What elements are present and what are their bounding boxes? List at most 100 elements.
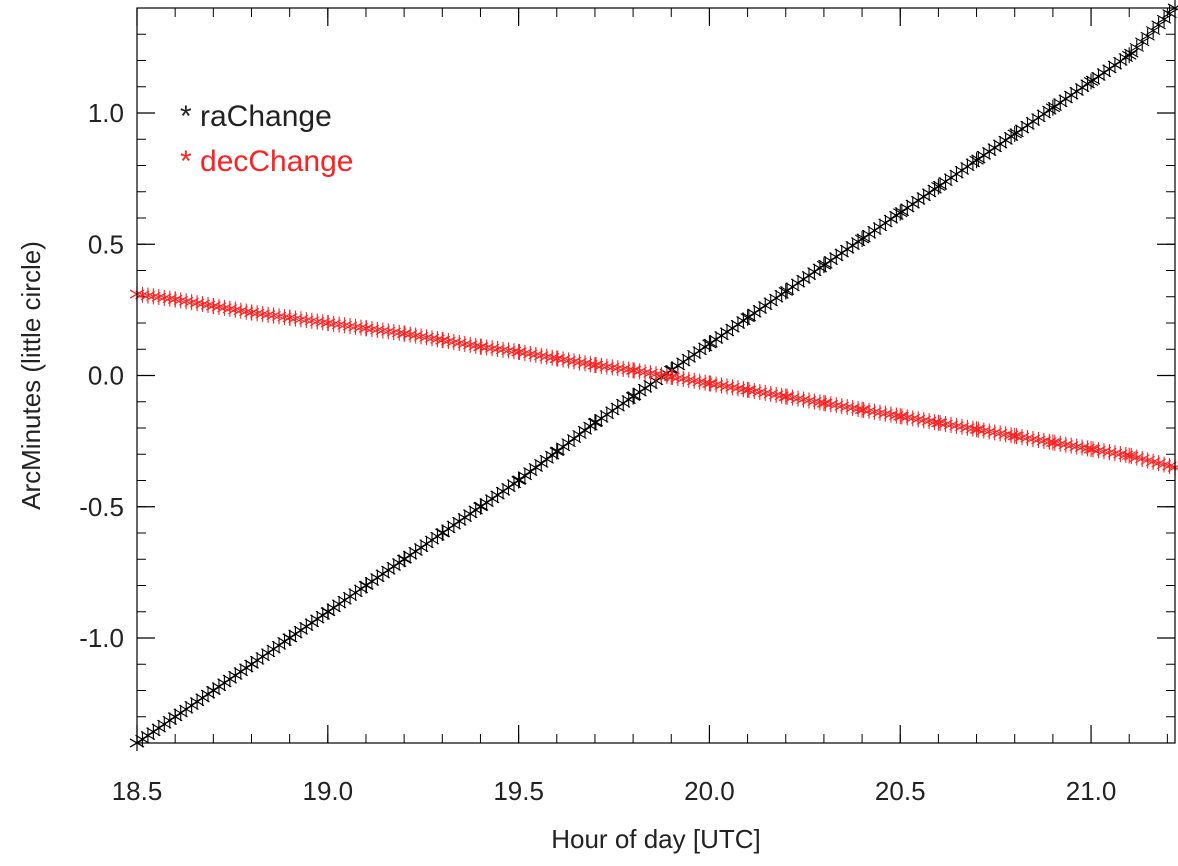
- series-marker: [463, 336, 478, 353]
- series-marker: [419, 329, 434, 346]
- series-marker: [572, 354, 587, 371]
- series-marker: [189, 295, 205, 312]
- series-marker: [534, 455, 549, 472]
- series-marker: [506, 343, 522, 360]
- x-tick-label: 18.5: [112, 776, 163, 806]
- series-marker: [883, 406, 899, 423]
- series-marker: [971, 421, 986, 438]
- y-tick-label: 0.0: [88, 361, 124, 391]
- series-marker: [752, 384, 768, 401]
- series-marker: [659, 368, 675, 385]
- series-marker: [637, 364, 653, 381]
- series-marker: [965, 420, 981, 437]
- series-marker: [1020, 430, 1035, 447]
- series-marker: [222, 300, 238, 317]
- series-marker: [1145, 22, 1161, 39]
- series-marker: [932, 415, 948, 432]
- plot-area-frame: [136, 7, 1176, 744]
- series-marker: [1003, 427, 1019, 444]
- series-marker: [741, 382, 757, 399]
- series-marker: [1102, 444, 1117, 461]
- x-axis-label: Hour of day [UTC]: [551, 824, 761, 854]
- series-decchange: [129, 286, 1178, 476]
- data-point: [1122, 447, 1137, 464]
- series-marker: [747, 383, 762, 400]
- y-tick-label: -1.0: [79, 623, 124, 653]
- series-marker: [676, 370, 691, 387]
- series-marker: [982, 423, 997, 440]
- series-marker: [424, 330, 440, 347]
- series-marker: [785, 389, 800, 406]
- series-marker: [561, 434, 576, 451]
- series-marker: [840, 399, 855, 416]
- series-marker: [566, 430, 582, 447]
- series-marker: [900, 409, 915, 426]
- series-marker: [1047, 434, 1063, 451]
- series-marker: [528, 346, 544, 363]
- series-marker: [446, 334, 462, 351]
- series-marker: [566, 353, 582, 370]
- series-marker: [992, 425, 1008, 442]
- series-marker: [211, 298, 227, 315]
- x-tick-label: 19.5: [493, 776, 544, 806]
- series-marker: [1113, 446, 1128, 463]
- series-marker: [818, 395, 833, 412]
- series-marker: [938, 415, 953, 432]
- series-marker: [1151, 455, 1166, 472]
- series-marker: [921, 413, 937, 430]
- series-marker: [1085, 441, 1101, 458]
- series-marker: [1107, 445, 1123, 462]
- series-marker: [435, 332, 451, 349]
- series-marker: [1140, 452, 1155, 469]
- major-tick-marks: [136, 8, 1175, 743]
- series-marker: [1096, 443, 1112, 460]
- series-marker: [178, 293, 194, 310]
- series-marker: [544, 447, 560, 464]
- data-series-layer: [129, 0, 1178, 751]
- series-marker: [719, 378, 735, 395]
- y-tick-label: 1.0: [88, 98, 124, 128]
- series-marker: [708, 376, 724, 393]
- series-marker: [1156, 11, 1172, 28]
- series-marker: [233, 302, 249, 319]
- series-marker: [555, 438, 571, 455]
- series-marker: [1118, 446, 1134, 463]
- series-marker: [1063, 437, 1079, 454]
- chart-legend: * raChange * decChange: [180, 100, 353, 178]
- x-axis-tick-labels: 18.5 19.0 19.5 20.0 20.5 21.0: [112, 776, 1117, 806]
- series-marker: [643, 365, 658, 382]
- series-marker: [430, 331, 445, 348]
- series-marker: [670, 369, 686, 386]
- series-marker: [1009, 428, 1024, 445]
- series-marker: [228, 301, 243, 318]
- series-marker: [692, 373, 707, 390]
- series-marker: [1140, 28, 1155, 45]
- series-marker: [861, 402, 877, 419]
- series-marker: [1091, 442, 1106, 459]
- series-marker: [829, 397, 844, 414]
- series-marker: [583, 418, 598, 435]
- series-marker: [779, 388, 795, 405]
- series-marker: [867, 403, 882, 420]
- series-marker: [402, 326, 418, 343]
- series-marker: [1031, 431, 1046, 448]
- series-marker: [523, 463, 538, 480]
- series-marker: [850, 400, 866, 417]
- series-marker: [1025, 431, 1041, 448]
- series-marker: [168, 291, 183, 308]
- series-marker: [200, 297, 216, 314]
- series-marker: [162, 290, 177, 307]
- series-marker: [539, 451, 554, 468]
- series-marker: [195, 296, 210, 313]
- series-marker: [927, 414, 942, 431]
- series-marker: [856, 401, 871, 418]
- series-marker: [763, 385, 778, 402]
- series-marker: [1156, 456, 1172, 473]
- series-marker: [872, 404, 888, 421]
- series-marker: [878, 405, 893, 422]
- series-marker: [550, 350, 565, 367]
- series-marker: [1162, 457, 1177, 474]
- series-marker: [790, 390, 806, 407]
- series-marker: [217, 299, 232, 316]
